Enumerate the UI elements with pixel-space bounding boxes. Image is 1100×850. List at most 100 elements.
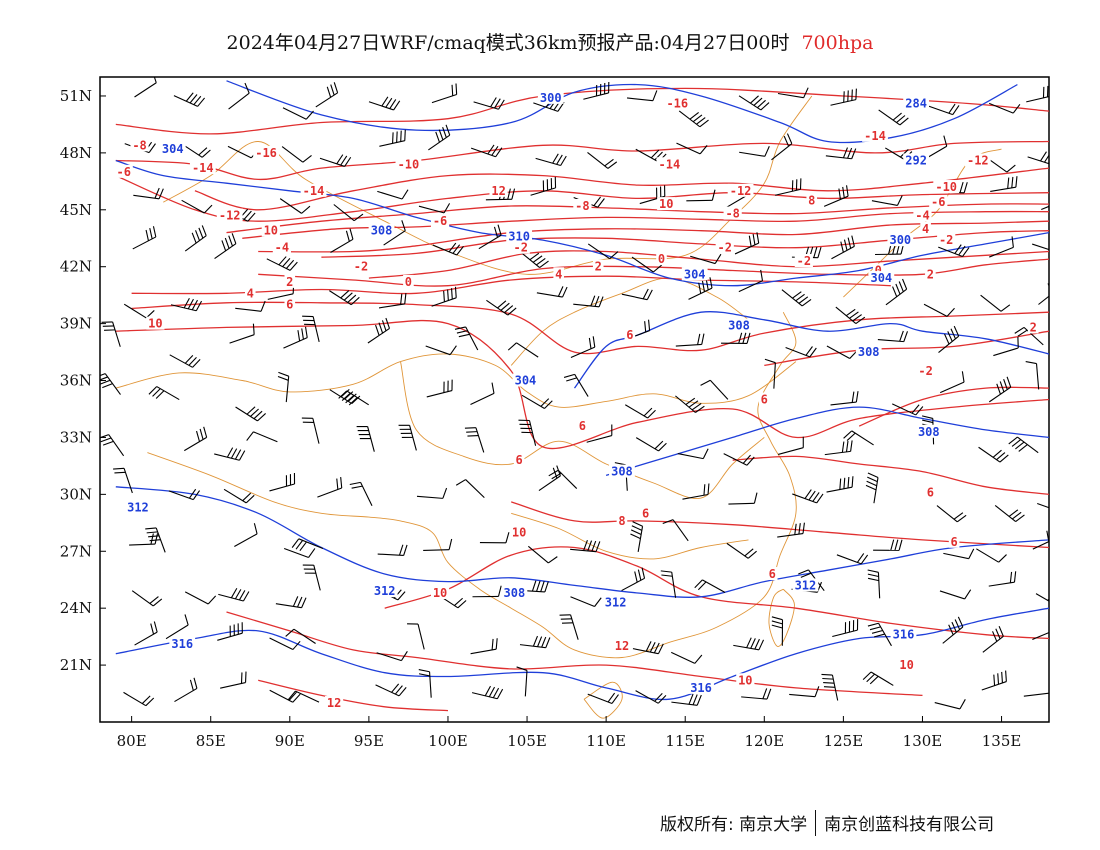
height-label: 312 bbox=[792, 578, 819, 592]
wind-barb bbox=[184, 225, 207, 252]
wind-barb bbox=[688, 277, 713, 300]
wind-barb bbox=[301, 417, 320, 444]
y-tick-label: 27N bbox=[60, 542, 92, 560]
svg-text:0: 0 bbox=[405, 275, 412, 289]
wind-barb bbox=[587, 151, 618, 169]
wind-barb bbox=[269, 689, 301, 703]
wind-barb bbox=[734, 232, 760, 255]
wind-barb bbox=[1037, 502, 1049, 509]
wind-barb bbox=[454, 326, 479, 351]
wind-barb bbox=[994, 505, 1025, 522]
boundary-line bbox=[768, 588, 795, 647]
wind-barb bbox=[563, 373, 589, 397]
height-label: 304 bbox=[681, 267, 708, 281]
wind-barb bbox=[1038, 283, 1049, 305]
svg-text:-16: -16 bbox=[255, 146, 277, 160]
wind-barb bbox=[131, 590, 163, 607]
temperature-label: 4 bbox=[244, 286, 256, 300]
svg-text:-8: -8 bbox=[725, 207, 739, 221]
wind-barb bbox=[521, 394, 553, 409]
wind-barb bbox=[738, 269, 764, 293]
temperature-label: 8 bbox=[616, 513, 628, 528]
wind-barb bbox=[169, 354, 201, 368]
wind-barb bbox=[302, 315, 320, 342]
wind-barb bbox=[418, 203, 451, 214]
boundary-line bbox=[400, 361, 765, 500]
wind-barb bbox=[375, 683, 407, 697]
wind-barb bbox=[277, 371, 290, 403]
wind-barb bbox=[942, 616, 964, 644]
svg-text:12: 12 bbox=[615, 639, 629, 653]
y-tick-label: 36N bbox=[60, 372, 92, 390]
wind-barb bbox=[530, 176, 557, 196]
temperature-label: -14 bbox=[189, 161, 216, 175]
svg-text:300: 300 bbox=[889, 233, 911, 247]
map-title-text: 2024年04月27日WRF/cmaq模式36km预报产品:04月27日00时 bbox=[226, 32, 790, 54]
svg-text:6: 6 bbox=[950, 535, 957, 549]
wind-barb bbox=[671, 651, 703, 664]
svg-text:312: 312 bbox=[795, 578, 817, 592]
temperature-label: 0 bbox=[656, 252, 667, 266]
wind-barb bbox=[367, 317, 390, 344]
wind-barb bbox=[721, 332, 751, 345]
boundary-line bbox=[115, 353, 797, 408]
x-tick-label: 100E bbox=[428, 732, 468, 750]
wind-barb bbox=[432, 242, 464, 256]
svg-text:308: 308 bbox=[611, 465, 633, 479]
pressure-level: 700hpa bbox=[801, 32, 874, 54]
wind-barb bbox=[587, 243, 619, 260]
wind-barb bbox=[990, 176, 1018, 192]
wind-barb bbox=[559, 614, 579, 640]
svg-text:2: 2 bbox=[286, 275, 293, 289]
temperature-label: 6 bbox=[925, 485, 936, 499]
svg-text:312: 312 bbox=[127, 501, 149, 515]
wind-barb bbox=[317, 476, 343, 498]
wind-barb bbox=[283, 326, 308, 349]
wind-barb bbox=[174, 677, 198, 703]
svg-text:-2: -2 bbox=[939, 233, 953, 247]
boundary-line bbox=[147, 312, 797, 659]
wind-barb bbox=[376, 651, 408, 662]
temperature-label: 10 bbox=[261, 223, 280, 238]
svg-text:10: 10 bbox=[899, 658, 913, 672]
wind-barb bbox=[282, 107, 314, 120]
x-tick-label: 110E bbox=[586, 732, 626, 750]
wind-barb bbox=[741, 688, 772, 700]
temperature-label: 12 bbox=[612, 639, 632, 653]
wind-barb bbox=[938, 325, 960, 354]
svg-text:308: 308 bbox=[728, 319, 750, 333]
contour-label-layer: -16-16-14-14-14-14-12-12-12-10-10-8-8-8-… bbox=[114, 90, 1039, 710]
svg-text:6: 6 bbox=[579, 419, 586, 433]
wind-barb bbox=[978, 446, 1009, 463]
wind-barb bbox=[939, 589, 972, 600]
svg-text:8: 8 bbox=[618, 514, 625, 528]
temperature-label: 6 bbox=[759, 392, 770, 407]
wind-barb bbox=[291, 538, 324, 552]
svg-text:4: 4 bbox=[555, 267, 562, 281]
wind-barb bbox=[349, 481, 373, 506]
height-contour-layer bbox=[115, 80, 1049, 701]
wind-barb bbox=[700, 379, 729, 400]
wind-barb bbox=[938, 244, 970, 258]
temperature-label: 12 bbox=[324, 696, 344, 710]
wind-barb bbox=[660, 570, 677, 598]
svg-text:6: 6 bbox=[642, 506, 649, 520]
temperature-label: -10 bbox=[395, 157, 422, 171]
wind-barb bbox=[832, 619, 859, 638]
wind-barb bbox=[168, 488, 201, 501]
svg-text:-12: -12 bbox=[219, 208, 241, 222]
svg-text:292: 292 bbox=[905, 153, 927, 167]
wind-barb bbox=[507, 342, 539, 358]
wind-barb bbox=[1027, 151, 1049, 165]
wind-barb bbox=[873, 539, 903, 551]
wind-barb bbox=[234, 523, 258, 548]
wind-barb bbox=[455, 479, 485, 498]
temperature-label: -12 bbox=[727, 183, 754, 198]
svg-text:316: 316 bbox=[893, 628, 915, 642]
wind-barb bbox=[235, 300, 266, 312]
wind-barb bbox=[379, 129, 406, 147]
y-tick-label: 21N bbox=[60, 656, 92, 674]
wind-barb bbox=[214, 233, 237, 259]
wind-barb bbox=[279, 198, 311, 214]
height-label: 310 bbox=[506, 229, 533, 243]
